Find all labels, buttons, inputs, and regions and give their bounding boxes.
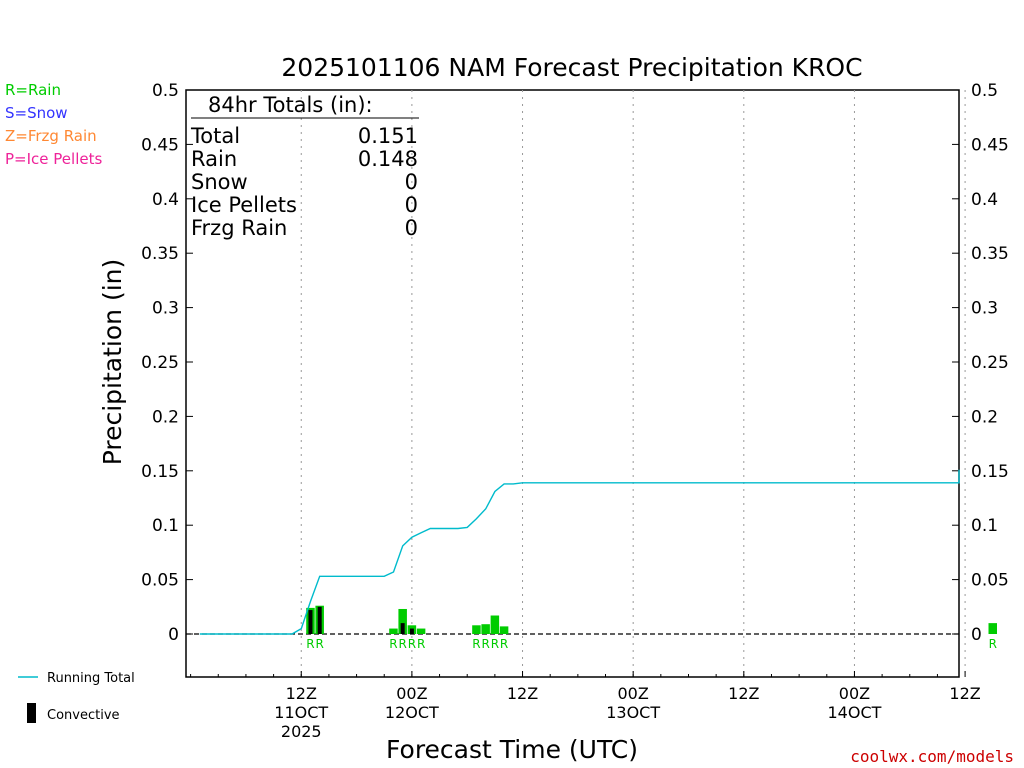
y-tick-label-right: 0.25	[971, 353, 1009, 373]
y-tick-label-right: 0.2	[971, 407, 998, 427]
y-tick-label: 0.15	[141, 462, 179, 482]
ptype-legend-item: S=Snow	[5, 104, 68, 122]
ptype-label: R	[398, 637, 406, 651]
rain-bar	[389, 628, 398, 634]
x-tick-label: 2025	[281, 722, 322, 741]
totals-row-value: 0	[405, 193, 418, 217]
x-tick-label: 00Z	[396, 684, 427, 703]
y-axis-left: 0 0.05 0.1 0.15 0.2 0.25 0.3 0.35 0.4 0.45 0.5	[141, 81, 193, 645]
convective-bar	[400, 623, 405, 634]
y-tick-label: 0	[168, 625, 179, 645]
ptype-label: R	[491, 637, 499, 651]
credit-link[interactable]: coolwx.com/models	[850, 747, 1014, 766]
y-tick-label: 0.05	[141, 571, 179, 591]
x-tick-label: 00Z	[839, 684, 870, 703]
bars	[306, 605, 997, 634]
x-tick-label: 14OCT	[827, 703, 881, 722]
y-tick-label: 0.1	[152, 516, 179, 536]
totals-row-value: 0.151	[358, 124, 418, 148]
running-total-legend-label: Running Total	[47, 671, 135, 686]
y-tick-label-right: 0	[971, 625, 982, 645]
x-tick-label: 12Z	[507, 684, 538, 703]
y-tick-label-right: 0.15	[971, 462, 1009, 482]
y-tick-label-right: 0.1	[971, 516, 998, 536]
rain-bar	[490, 615, 500, 634]
totals-row-label: Snow	[191, 170, 248, 194]
totals-row-label: Total	[190, 124, 240, 148]
totals-row-label: Rain	[191, 147, 237, 171]
rain-bar	[398, 608, 407, 634]
ptype-legend-item: R=Rain	[5, 81, 61, 99]
convective-swatch	[27, 703, 36, 723]
totals-row-value: 0.148	[358, 147, 418, 171]
chart-title: 2025101106 NAM Forecast Precipitation KR…	[281, 53, 862, 82]
x-axis-label: Forecast Time (UTC)	[386, 735, 638, 764]
y-tick-label-right: 0.05	[971, 571, 1009, 591]
y-tick-label-right: 0.35	[971, 244, 1009, 264]
rain-bar	[416, 628, 426, 634]
ptype-label: R	[408, 637, 416, 651]
totals-row-value: 0	[405, 170, 418, 194]
y-tick-label: 0.25	[141, 353, 179, 373]
grid	[300, 90, 966, 677]
bottom-legend: Running Total Convective	[18, 671, 135, 723]
x-tick-label: 00Z	[618, 684, 649, 703]
y-tick-label: 0.35	[141, 244, 179, 264]
plot-frame	[185, 89, 960, 678]
rain-bar	[988, 623, 997, 634]
y-tick-label-right: 0.5	[971, 81, 998, 101]
rain-bar	[481, 624, 490, 634]
y-tick-label: 0.3	[152, 299, 179, 319]
ptype-label: R	[389, 637, 397, 651]
ptype-label: R	[481, 637, 489, 651]
totals-box: 84hr Totals (in): Total 0.151 Rain 0.148 Sno…	[190, 93, 419, 240]
totals-row-label: Frzg Rain	[191, 216, 287, 240]
totals-row-value: 0	[405, 216, 418, 240]
y-tick-label: 0.2	[152, 407, 179, 427]
x-tick-label: 12Z	[286, 684, 317, 703]
convective-bar	[409, 628, 414, 634]
ptype-label: R	[472, 637, 480, 651]
ptype-label: R	[306, 637, 314, 651]
x-tick-label: 12Z	[728, 684, 759, 703]
running-total-line	[199, 469, 960, 635]
y-tick-label-right: 0.4	[971, 190, 998, 210]
rain-bar	[472, 625, 481, 634]
x-tick-label: 12Z	[949, 684, 980, 703]
totals-header: 84hr Totals (in):	[208, 93, 373, 117]
rain-bar	[499, 626, 509, 634]
totals-row-label: Ice Pellets	[191, 193, 297, 217]
y-tick-label: 0.45	[141, 135, 179, 155]
ptype-legend-item: Z=Frzg Rain	[5, 127, 97, 145]
y-tick-label: 0.5	[152, 81, 179, 101]
convective-bars	[308, 606, 414, 634]
y-tick-label-right: 0.45	[971, 135, 1009, 155]
x-tick-label: 12OCT	[385, 703, 439, 722]
y-axis-right: 0 0.05 0.1 0.15 0.2 0.25 0.3 0.35 0.4 0.45 0.5	[952, 81, 1009, 645]
convective-bar	[308, 610, 313, 634]
x-tick-label: 11OCT	[274, 703, 328, 722]
y-tick-label: 0.4	[152, 190, 179, 210]
ptype-label: R	[500, 637, 508, 651]
totals-rows: Total 0.151 Rain 0.148 Snow 0 Ice Pellets 0 Frzg…	[190, 124, 418, 240]
convective-legend-label: Convective	[47, 708, 120, 723]
ptype-label: R	[417, 637, 425, 651]
convective-bar	[317, 606, 322, 634]
ptype-label: R	[989, 637, 997, 651]
x-tick-label: 13OCT	[606, 703, 660, 722]
ptype-legend: R=Rain S=Snow Z=Frzg Rain P=Ice Pellets	[5, 81, 102, 168]
ptype-label: R	[316, 637, 324, 651]
y-axis-label: Precipitation (in)	[98, 259, 127, 466]
ptype-legend-item: P=Ice Pellets	[5, 150, 102, 168]
y-tick-label-right: 0.3	[971, 299, 998, 319]
